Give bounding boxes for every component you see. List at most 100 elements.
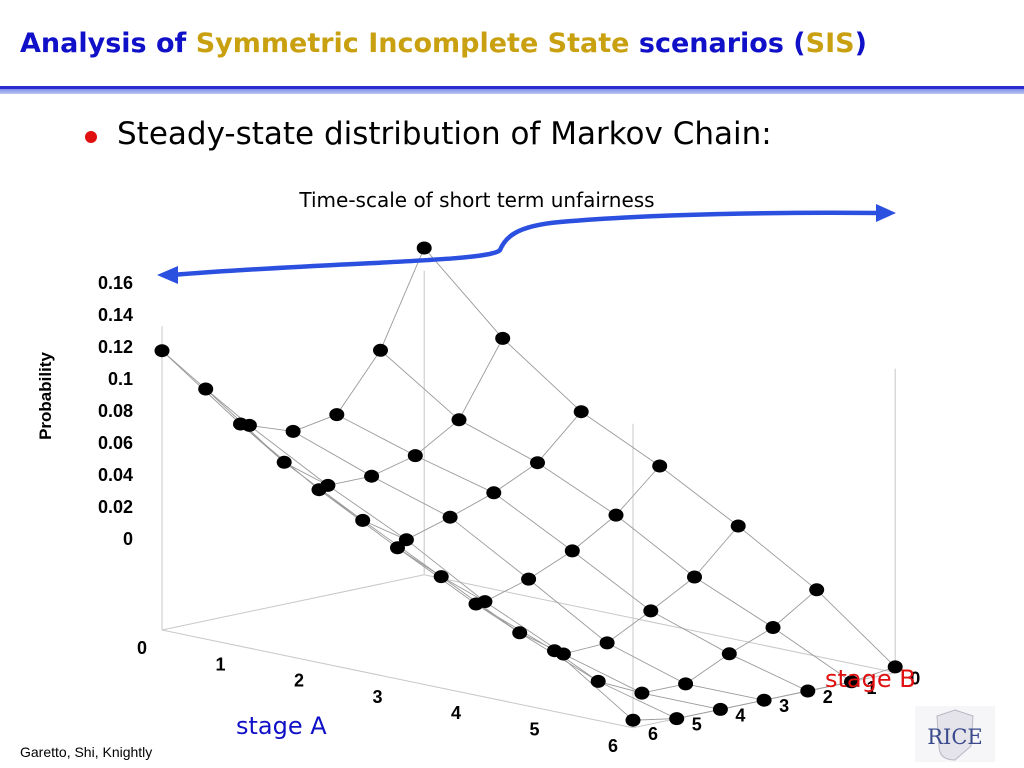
mesh-line xyxy=(650,576,695,612)
mesh-line xyxy=(685,653,730,685)
data-point xyxy=(564,544,580,558)
mesh-line xyxy=(606,642,686,685)
data-point xyxy=(521,572,537,586)
title-part: ) xyxy=(854,28,867,59)
y-tick-label: 0 xyxy=(910,669,920,689)
z-tick-label: 0.16 xyxy=(98,273,133,293)
data-point xyxy=(512,626,528,640)
mesh-line xyxy=(292,414,337,432)
mesh-line xyxy=(406,516,451,541)
data-point xyxy=(599,636,615,650)
mesh-line xyxy=(423,247,504,339)
y-axis-label-stage-b: stage B xyxy=(825,665,916,693)
mesh-line xyxy=(449,492,495,518)
mesh-line xyxy=(816,589,896,668)
annotation-time-scale: Time-scale of short term unfairness xyxy=(298,188,654,212)
mesh-line xyxy=(362,519,407,541)
data-point xyxy=(373,343,388,357)
x-axis-label-stage-a: stage A xyxy=(236,712,327,740)
data-point xyxy=(844,675,859,689)
arrow-head-right xyxy=(876,204,896,222)
mesh-line xyxy=(737,525,817,591)
z-tick-label: 0.02 xyxy=(98,497,133,517)
mesh-line xyxy=(572,550,652,612)
data-point xyxy=(678,677,694,691)
y-tick-label: 3 xyxy=(779,696,789,716)
mesh-line xyxy=(729,653,808,692)
data-point xyxy=(285,424,301,438)
mesh-line xyxy=(415,419,460,456)
mesh-line xyxy=(694,576,774,628)
mesh-line xyxy=(292,431,372,477)
mesh-line xyxy=(851,666,896,683)
data-point xyxy=(495,331,511,345)
axis-box-edge xyxy=(161,574,425,631)
mesh-line xyxy=(659,465,739,527)
data-point xyxy=(398,533,414,547)
mesh-line xyxy=(493,462,538,494)
data-point xyxy=(652,459,668,473)
title-part: Symmetric Incomplete State xyxy=(195,28,630,59)
mesh-line xyxy=(537,411,582,463)
z-tick-label: 0.06 xyxy=(98,433,133,453)
z-tick-label: 0.08 xyxy=(98,401,133,421)
y-tick-label: 6 xyxy=(648,724,658,744)
mesh-line xyxy=(650,610,730,655)
x-tick-label: 4 xyxy=(451,703,461,723)
mesh-line xyxy=(772,627,852,683)
bullet-dot xyxy=(85,131,97,143)
data-point xyxy=(451,413,467,427)
z-tick-label: 0.12 xyxy=(98,337,133,357)
x-tick-label: 1 xyxy=(215,654,225,674)
chart-tick-labels: 0 0.02 0.04 0.06 0.08 0.1 0.12 0.14 0.16 0 1 2 3 4 5 6 0… xyxy=(98,273,920,756)
data-point xyxy=(276,455,292,469)
chart-axes-box xyxy=(161,270,896,729)
mesh-line xyxy=(380,247,425,351)
title-divider xyxy=(0,86,1024,94)
data-point xyxy=(233,417,248,431)
mesh-line xyxy=(371,455,416,477)
time-scale-double-arrow xyxy=(157,204,896,284)
data-point xyxy=(311,483,327,497)
mesh-line xyxy=(371,475,451,518)
data-point xyxy=(887,660,903,674)
mesh-line xyxy=(572,514,617,552)
mesh-line xyxy=(580,411,660,467)
data-point xyxy=(625,713,641,727)
arrow-head-left xyxy=(157,266,178,284)
x-tick-label: 3 xyxy=(372,687,382,707)
data-point xyxy=(390,541,405,555)
axis-box-edge xyxy=(424,574,896,674)
x-tick-label: 5 xyxy=(529,720,539,740)
mesh-line xyxy=(493,492,573,552)
y-tick-label: 2 xyxy=(823,687,833,707)
data-point xyxy=(765,621,781,634)
data-point xyxy=(355,513,371,527)
data-point xyxy=(721,647,737,661)
mesh-line xyxy=(380,349,460,421)
data-point xyxy=(468,597,484,611)
chart-data-points xyxy=(154,241,903,727)
x-tick-label: 2 xyxy=(294,671,304,691)
mesh-line xyxy=(458,338,504,421)
z-tick-label: 0 xyxy=(123,529,133,549)
mesh-line xyxy=(502,338,582,413)
data-point xyxy=(364,469,380,483)
data-point xyxy=(407,449,423,463)
mesh-line xyxy=(336,350,381,415)
axis-box-edge xyxy=(161,629,634,729)
rice-logo-text: RICE xyxy=(927,725,983,749)
data-point xyxy=(154,344,170,358)
data-point xyxy=(634,686,650,700)
y-tick-label: 5 xyxy=(692,715,702,735)
data-point xyxy=(486,486,502,500)
mesh-line xyxy=(327,485,407,541)
mesh-line xyxy=(484,578,529,603)
data-point xyxy=(730,519,746,533)
y-tick-label: 1 xyxy=(866,678,876,698)
mesh-line xyxy=(440,576,486,602)
mesh-line xyxy=(685,683,765,701)
mesh-line xyxy=(641,692,721,710)
data-point xyxy=(800,684,816,698)
